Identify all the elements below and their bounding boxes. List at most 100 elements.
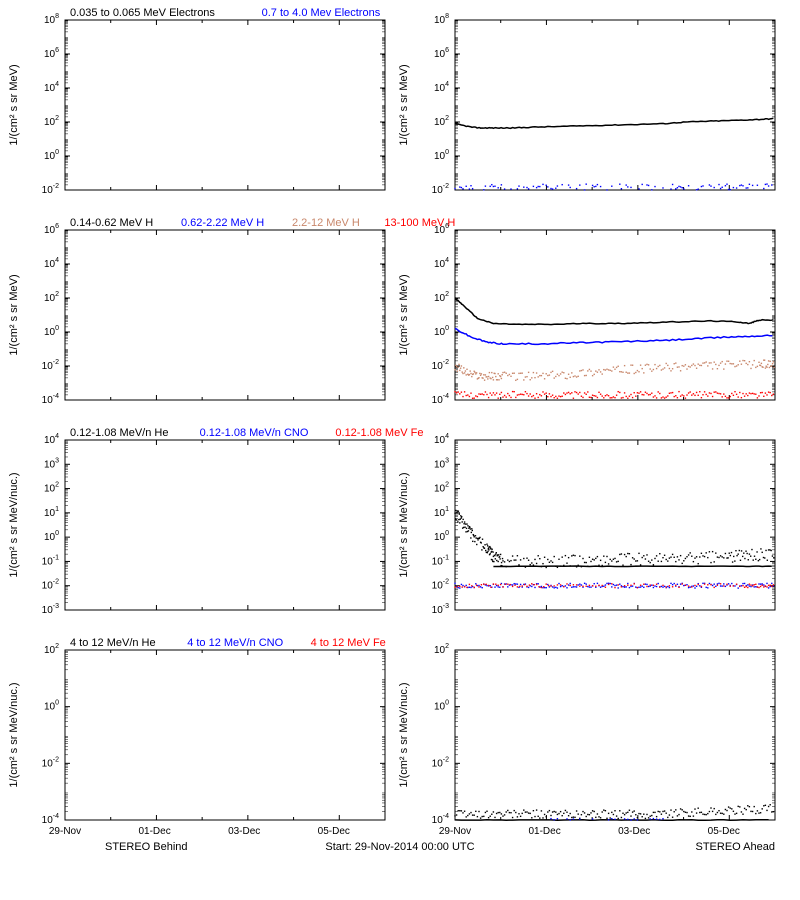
h-22-12-pt (457, 371, 458, 372)
he-4-12-pt (704, 814, 705, 815)
fe-012-108-pt (765, 585, 766, 586)
h-22-12-pt (752, 364, 753, 365)
cno-012-108-pt (722, 585, 723, 586)
cno-012-108-pt (578, 584, 579, 585)
h-22-12-pt (550, 372, 551, 373)
h-22-12-pt (563, 372, 564, 373)
electrons-07-40-pt (546, 185, 547, 186)
he-4-12-pt (563, 813, 564, 814)
cno-4-12-pt (634, 818, 635, 819)
cno-012-108-pt (475, 583, 476, 584)
h-22-12-pt (670, 370, 671, 371)
fe-012-108-pt (688, 585, 689, 586)
h-22-12-pt (463, 367, 464, 368)
he-012-108-pt (702, 555, 703, 556)
fe-012-108-pt (650, 584, 651, 585)
he-4-12-pt (706, 814, 707, 815)
he-4-12-pt (762, 808, 763, 809)
cno-012-108-pt (626, 586, 627, 587)
h-22-12-pt (640, 364, 641, 365)
he-012-108-pt (656, 555, 657, 556)
he-4-12-pt (760, 812, 761, 813)
he-4-12-pt (486, 811, 487, 812)
h-22-12-pt (461, 365, 462, 366)
h-22-12-pt (600, 371, 601, 372)
he-4-12-pt (611, 812, 612, 813)
fe-012-108-pt (550, 585, 551, 586)
he-4-12-pt (459, 810, 460, 811)
h-13-100-pt (701, 397, 702, 398)
he-4-12-pt (474, 814, 475, 815)
he-012-108-pt (518, 564, 519, 565)
h-22-12-pt (744, 360, 745, 361)
h-13-100-pt (691, 394, 692, 395)
fe-012-108-pt (566, 583, 567, 584)
h-22-12-pt (482, 377, 483, 378)
fe-012-108-pt (618, 584, 619, 585)
h-13-100-pt (558, 395, 559, 396)
h-13-100-pt (622, 397, 623, 398)
electrons-07-40-pt (722, 187, 723, 188)
he-4-12-pt (603, 809, 604, 810)
h-13-100-pt (619, 392, 620, 393)
he-4-12-pt (485, 812, 486, 813)
panel-r3-c0: 10-410-210010229-Nov01-Dec03-Dec05-Dec1/… (8, 643, 385, 837)
electrons-07-40-pt (765, 184, 766, 185)
he-4-12-pt (464, 811, 465, 812)
cno-012-108-pt (603, 586, 604, 587)
he-4-12-pt (768, 806, 769, 807)
cno-012-108-pt (758, 583, 759, 584)
fe-012-108-pt (752, 585, 753, 586)
electrons-07-40-pt (483, 189, 484, 190)
h-13-100-pt (725, 396, 726, 397)
fe-012-108-pt (579, 585, 580, 586)
xtick-label: 29-Nov (49, 826, 81, 837)
he-012-108-pt (471, 528, 472, 529)
he-4-12-pt (478, 811, 479, 812)
he-4-12-pt (653, 812, 654, 813)
cno-012-108-pt (584, 583, 585, 584)
he-012-108-pt (740, 560, 741, 561)
he-012-108-pt (491, 549, 492, 550)
he-4-12-pt (526, 811, 527, 812)
he-012-108-pt (492, 551, 493, 552)
stereo-chart-grid: 0.035 to 0.065 MeV Electrons0.7 to 4.0 M… (0, 0, 800, 900)
h-22-12-pt (736, 365, 737, 366)
h-13-100-pt (634, 392, 635, 393)
h-13-100-pt (702, 394, 703, 395)
he-012-108-pt (554, 556, 555, 557)
h-22-12-pt (621, 371, 622, 372)
cno-012-108-pt (645, 583, 646, 584)
he-012-108-pt (741, 550, 742, 551)
h-13-100-pt (632, 397, 633, 398)
h-22-12-pt (597, 371, 598, 372)
he-4-12-pt (634, 810, 635, 811)
h-13-100-pt (530, 393, 531, 394)
h-22-12-pt (584, 375, 585, 376)
he-012-108-pt (499, 558, 500, 559)
ytick-label: 102 (44, 115, 59, 128)
electrons-07-40-pt (728, 189, 729, 190)
h-22-12-pt (738, 364, 739, 365)
cno-012-108-pt (520, 584, 521, 585)
h-13-100-pt (517, 394, 518, 395)
he-4-12-pt (773, 811, 774, 812)
fe-012-108-pt (524, 584, 525, 585)
he-4-12-pt (515, 812, 516, 813)
h-22-12-pt (471, 376, 472, 377)
electrons-07-40-pt (498, 187, 499, 188)
ytick-label: 10-2 (432, 183, 449, 196)
h-22-12-pt (709, 362, 710, 363)
ytick-label: 10-2 (42, 579, 59, 592)
h-22-12-pt (642, 368, 643, 369)
he-012-108-pt (571, 555, 572, 556)
ytick-label: 100 (434, 530, 449, 543)
h-22-12-pt (701, 365, 702, 366)
h-13-100-pt (762, 392, 763, 393)
he-4-12-pt (622, 813, 623, 814)
xtick-label: 01-Dec (528, 826, 560, 837)
h-22-12-pt (501, 378, 502, 379)
h-13-100-pt (546, 392, 547, 393)
he-4-12-pt (758, 812, 759, 813)
he-012-108-pt (530, 564, 531, 565)
